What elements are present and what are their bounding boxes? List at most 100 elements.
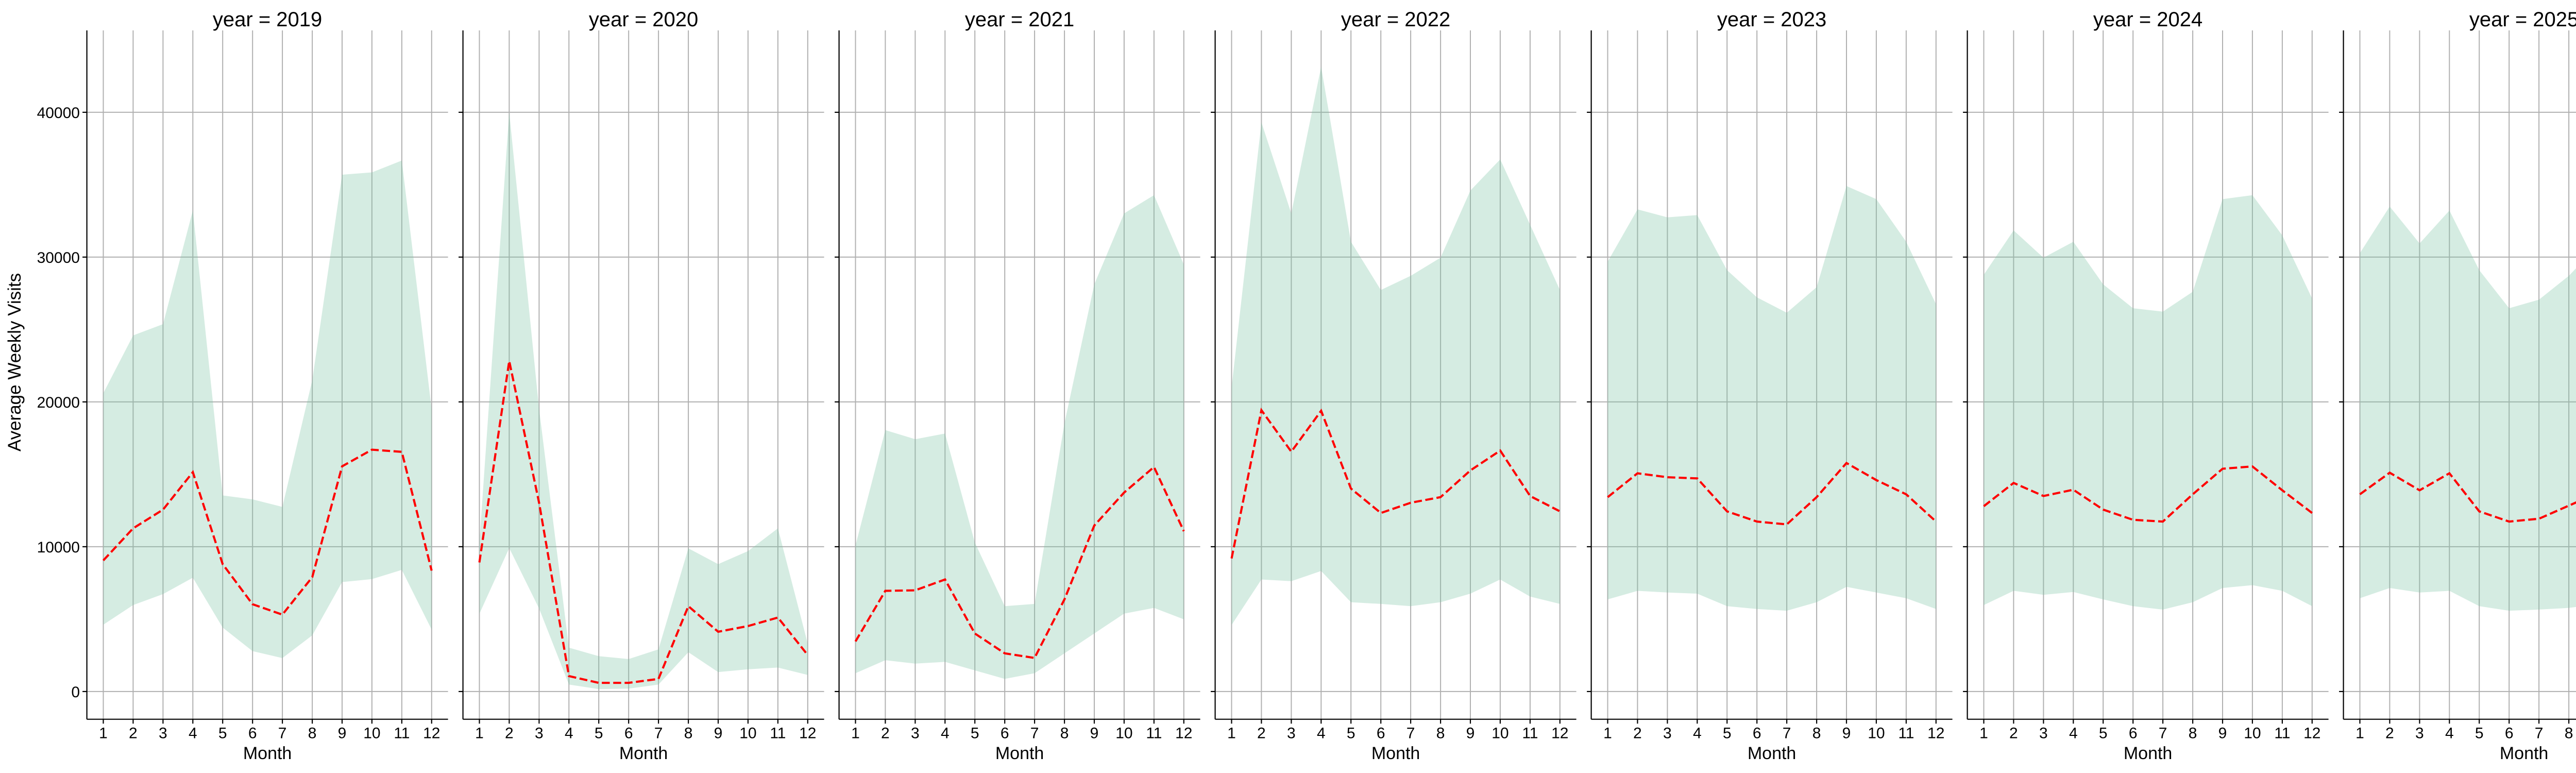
svg-text:6: 6: [1753, 725, 1761, 742]
svg-text:1: 1: [851, 725, 860, 742]
svg-text:year = 2025: year = 2025: [2469, 8, 2576, 31]
svg-text:5: 5: [2099, 725, 2108, 742]
svg-text:12: 12: [1927, 725, 1944, 742]
svg-text:year = 2023: year = 2023: [1717, 8, 1826, 31]
svg-text:Month: Month: [995, 744, 1044, 763]
svg-text:1: 1: [1603, 725, 1612, 742]
svg-text:3: 3: [159, 725, 167, 742]
svg-text:9: 9: [338, 725, 347, 742]
svg-text:2: 2: [1257, 725, 1266, 742]
svg-text:8: 8: [1060, 725, 1069, 742]
svg-text:9: 9: [714, 725, 723, 742]
svg-text:7: 7: [1030, 725, 1039, 742]
svg-text:8: 8: [308, 725, 317, 742]
svg-text:9: 9: [1090, 725, 1099, 742]
svg-text:Month: Month: [2124, 744, 2173, 763]
svg-text:3: 3: [2039, 725, 2048, 742]
svg-text:2: 2: [2385, 725, 2394, 742]
svg-text:Month: Month: [243, 744, 292, 763]
svg-text:5: 5: [2475, 725, 2484, 742]
svg-text:4: 4: [2445, 725, 2454, 742]
svg-text:year = 2020: year = 2020: [589, 8, 698, 31]
svg-text:11: 11: [2274, 725, 2290, 742]
svg-text:1: 1: [1227, 725, 1236, 742]
svg-text:2: 2: [505, 725, 514, 742]
svg-text:3: 3: [2415, 725, 2424, 742]
svg-text:4: 4: [1693, 725, 1702, 742]
svg-text:5: 5: [218, 725, 227, 742]
svg-text:1: 1: [2355, 725, 2364, 742]
svg-text:7: 7: [2159, 725, 2167, 742]
svg-text:2: 2: [2009, 725, 2018, 742]
svg-text:8: 8: [684, 725, 693, 742]
svg-text:10: 10: [739, 725, 756, 742]
svg-text:4: 4: [1317, 725, 1326, 742]
svg-text:Month: Month: [2500, 744, 2549, 763]
svg-text:9: 9: [1466, 725, 1475, 742]
svg-text:2: 2: [881, 725, 890, 742]
svg-text:6: 6: [2505, 725, 2514, 742]
svg-text:12: 12: [799, 725, 816, 742]
svg-text:11: 11: [1522, 725, 1538, 742]
svg-text:11: 11: [1146, 725, 1162, 742]
svg-text:12: 12: [1551, 725, 1568, 742]
svg-text:7: 7: [278, 725, 287, 742]
svg-text:5: 5: [1723, 725, 1732, 742]
svg-text:6: 6: [248, 725, 257, 742]
svg-text:8: 8: [2565, 725, 2573, 742]
svg-text:6: 6: [624, 725, 633, 742]
svg-text:10: 10: [363, 725, 380, 742]
svg-text:8: 8: [1436, 725, 1445, 742]
svg-text:20000: 20000: [37, 394, 80, 411]
svg-text:10000: 10000: [37, 539, 80, 556]
svg-text:9: 9: [2218, 725, 2227, 742]
svg-text:4: 4: [2069, 725, 2078, 742]
svg-text:9: 9: [1842, 725, 1851, 742]
svg-text:4: 4: [565, 725, 573, 742]
svg-text:6: 6: [1377, 725, 1385, 742]
svg-text:Month: Month: [1748, 744, 1797, 763]
svg-text:12: 12: [423, 725, 440, 742]
svg-text:7: 7: [1783, 725, 1791, 742]
svg-text:4: 4: [941, 725, 950, 742]
svg-text:5: 5: [595, 725, 603, 742]
svg-text:year = 2021: year = 2021: [965, 8, 1074, 31]
svg-text:6: 6: [2129, 725, 2138, 742]
svg-text:7: 7: [1406, 725, 1415, 742]
svg-text:7: 7: [2535, 725, 2544, 742]
svg-text:7: 7: [654, 725, 663, 742]
svg-text:10: 10: [1868, 725, 1885, 742]
svg-text:11: 11: [1898, 725, 1914, 742]
svg-text:Month: Month: [619, 744, 668, 763]
svg-text:year = 2019: year = 2019: [213, 8, 322, 31]
svg-text:12: 12: [1175, 725, 1192, 742]
svg-text:4: 4: [189, 725, 197, 742]
svg-text:40000: 40000: [37, 105, 80, 122]
svg-text:1: 1: [99, 725, 108, 742]
svg-text:10: 10: [1492, 725, 1509, 742]
svg-text:6: 6: [1001, 725, 1009, 742]
svg-text:2: 2: [1633, 725, 1642, 742]
svg-text:3: 3: [1287, 725, 1296, 742]
svg-text:3: 3: [535, 725, 544, 742]
svg-text:2: 2: [129, 725, 138, 742]
svg-text:3: 3: [1663, 725, 1672, 742]
svg-text:12: 12: [2303, 725, 2320, 742]
svg-text:year = 2024: year = 2024: [2093, 8, 2202, 31]
svg-text:Month: Month: [1371, 744, 1420, 763]
svg-text:5: 5: [1347, 725, 1355, 742]
svg-text:0: 0: [71, 684, 80, 701]
svg-text:year = 2022: year = 2022: [1341, 8, 1450, 31]
svg-text:8: 8: [1812, 725, 1821, 742]
svg-text:11: 11: [394, 725, 410, 742]
svg-text:Average Weekly Visits: Average Weekly Visits: [5, 273, 25, 451]
svg-text:1: 1: [475, 725, 484, 742]
svg-text:5: 5: [971, 725, 979, 742]
svg-text:3: 3: [911, 725, 920, 742]
svg-text:30000: 30000: [37, 249, 80, 266]
svg-text:10: 10: [2244, 725, 2261, 742]
svg-text:10: 10: [1115, 725, 1132, 742]
svg-text:1: 1: [1979, 725, 1988, 742]
svg-text:11: 11: [770, 725, 786, 742]
svg-text:8: 8: [2189, 725, 2197, 742]
